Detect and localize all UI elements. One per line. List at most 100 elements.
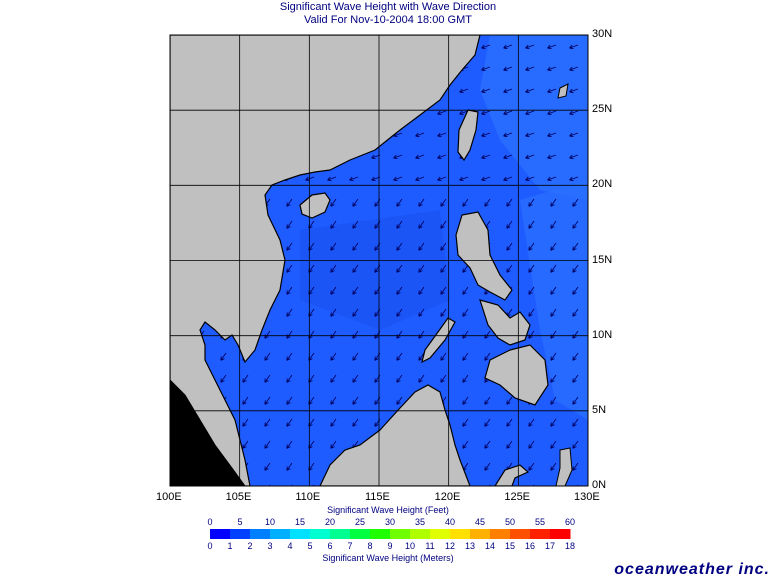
wave-arrow [396, 264, 403, 273]
wave-arrow [569, 88, 579, 94]
wave-arrow [572, 198, 579, 207]
wave-arrow [437, 176, 447, 182]
wave-arrow [330, 352, 337, 361]
taiwan-island [457, 109, 479, 162]
wave-arrow [572, 286, 579, 295]
colorbar-swatch [210, 529, 231, 539]
wave-arrow [286, 440, 293, 449]
wave-arrow [506, 220, 513, 229]
wave-arrow [352, 286, 359, 295]
wave-arrow [525, 88, 535, 94]
meter-tick-label: 15 [504, 541, 515, 551]
wave-arrow [550, 352, 557, 361]
sumatra-island [170, 379, 246, 486]
wave-arrow [550, 418, 557, 427]
wave-arrow [484, 198, 491, 207]
wave-arrow [569, 154, 579, 160]
feet-tick-label: 55 [534, 517, 545, 527]
latitude-label: 20N [592, 178, 613, 191]
wave-arrow [396, 242, 403, 251]
longitude-label: 105E [225, 491, 252, 503]
colorbar-swatch [450, 529, 471, 539]
wave-arrow [352, 418, 359, 427]
longitude-label: 110E [295, 491, 321, 503]
wave-arrow [525, 44, 535, 50]
wave-arrow [242, 396, 249, 405]
feet-tick-label: 30 [384, 517, 395, 527]
wave-arrow [330, 418, 337, 427]
wave-arrow [459, 110, 469, 116]
wave-arrow [393, 154, 403, 160]
colorbar-swatch [490, 529, 511, 539]
mainland-land [170, 35, 481, 486]
wave-arrow [437, 110, 447, 116]
wave-arrow [503, 154, 513, 160]
wave-arrow [550, 264, 557, 273]
colorbar-swatch [410, 529, 431, 539]
wave-arrow [506, 264, 513, 273]
wave-arrow [264, 352, 271, 361]
wave-arrow [528, 418, 535, 427]
wave-arrow [418, 242, 425, 251]
meter-tick-label: 2 [247, 541, 253, 551]
meter-tick-label: 8 [367, 541, 373, 551]
borneo-island [319, 384, 471, 486]
wave-arrow [440, 374, 447, 383]
wave-arrow [330, 308, 337, 317]
wave-arrow [440, 220, 447, 229]
wave-patch [520, 180, 588, 420]
wave-arrow [550, 374, 557, 383]
wave-arrow [418, 352, 425, 361]
wave-arrow [352, 220, 359, 229]
colorbar [210, 529, 571, 539]
wave-arrow [264, 330, 271, 339]
latitude-label: 25N [592, 103, 613, 116]
wave-arrow [440, 264, 447, 273]
wave-arrow [528, 308, 535, 317]
wave-arrow [525, 176, 535, 182]
wave-arrow [572, 330, 579, 339]
wave-arrow [481, 154, 491, 160]
wave-arrow [418, 264, 425, 273]
meter-tick-label: 6 [327, 541, 333, 551]
sulawesi-island [494, 464, 530, 486]
colorbar-feet-title: Significant Wave Height (Feet) [327, 505, 449, 515]
colorbar-swatch [430, 529, 451, 539]
wave-arrow [220, 374, 227, 383]
wave-arrow [572, 374, 579, 383]
wave-arrow [550, 308, 557, 317]
latitude-label: 5N [592, 403, 607, 416]
ryukyu-islands [557, 83, 569, 99]
wave-arrow [396, 220, 403, 229]
wave-arrow [371, 176, 381, 182]
map-title: Significant Wave Height with Wave Direct… [279, 1, 497, 13]
mindanao-island [484, 344, 549, 406]
wave-arrow [440, 352, 447, 361]
wave-arrow [569, 176, 579, 182]
feet-tick-label: 20 [324, 517, 335, 527]
wave-arrow [415, 176, 425, 182]
meter-tick-label: 11 [425, 541, 435, 551]
wave-arrow [371, 154, 381, 160]
longitude-label: 130E [574, 491, 600, 503]
wave-arrow [462, 374, 469, 383]
feet-tick-label: 0 [207, 517, 213, 527]
wave-arrow [462, 330, 469, 339]
wave-arrow [459, 88, 469, 94]
meter-tick-label: 3 [267, 541, 273, 551]
wave-arrow [481, 110, 491, 116]
wave-arrow [547, 44, 557, 50]
wave-arrow [418, 330, 425, 339]
wave-arrow [462, 198, 469, 207]
wave-arrow [330, 242, 337, 251]
wave-arrow [506, 198, 513, 207]
wave-arrow [440, 308, 447, 317]
wave-arrow [506, 440, 513, 449]
wave-arrow [396, 308, 403, 317]
feet-tick-label: 5 [237, 517, 243, 527]
colorbar-swatch [250, 529, 271, 539]
wave-arrow [528, 198, 535, 207]
wave-arrow [550, 286, 557, 295]
wave-arrow [572, 352, 579, 361]
wave-arrow [286, 418, 293, 427]
